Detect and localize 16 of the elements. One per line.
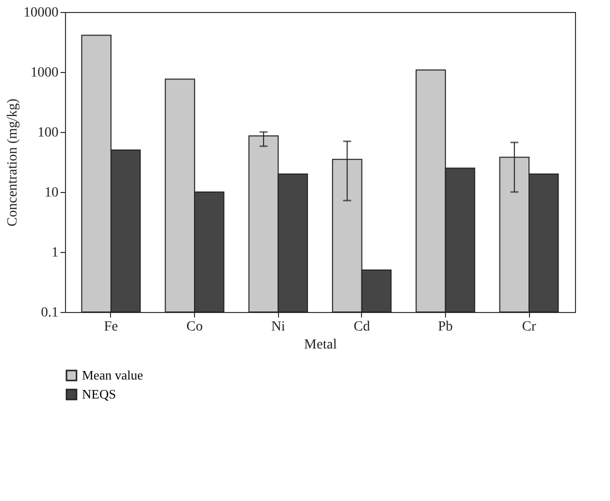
x-tick-label: Cd xyxy=(354,320,370,334)
x-axis-title: Metal xyxy=(304,338,337,352)
x-tick-label: Ni xyxy=(271,320,286,334)
y-tick-label: 100 xyxy=(38,126,58,140)
legend-label: Mean value xyxy=(82,368,144,382)
x-tick-label: Fe xyxy=(104,320,118,334)
y-tick-label: 10000 xyxy=(24,6,58,20)
x-tick-label: Pb xyxy=(438,320,453,334)
y-tick-label: 1 xyxy=(52,246,58,260)
legend-label: NEQS xyxy=(82,386,116,402)
y-axis-title: Concentration (mg/kg) xyxy=(6,98,20,226)
x-tick-label: Co xyxy=(186,320,203,334)
y-tick-label: 0.1 xyxy=(41,306,58,320)
y-tick-label: 1000 xyxy=(30,66,58,80)
x-tick-label: Cr xyxy=(522,320,536,334)
y-tick-label: 10 xyxy=(44,186,58,200)
